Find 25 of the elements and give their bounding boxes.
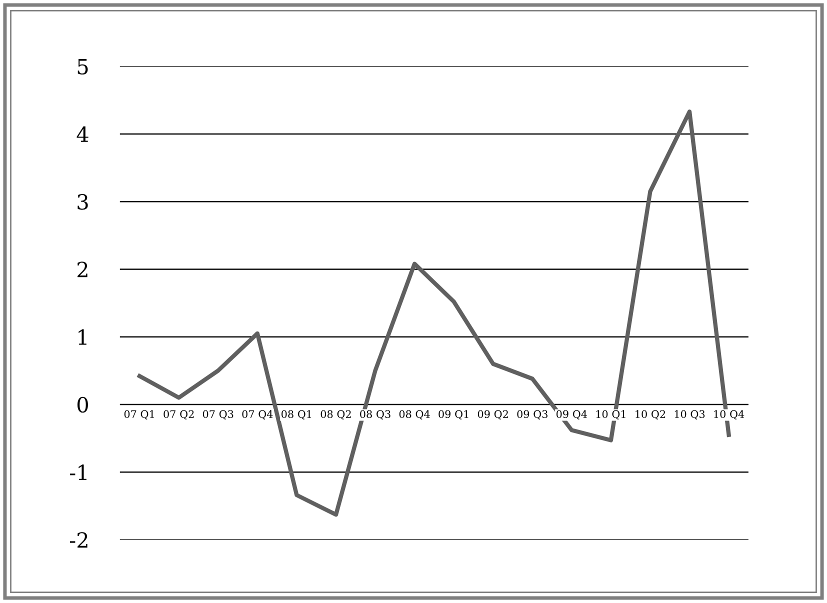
y-tick-label: 2 xyxy=(78,262,88,278)
x-tick-label: 08 Q2 xyxy=(320,410,351,420)
y-tick-label: 3 xyxy=(78,194,88,210)
x-tick-label: 09 Q3 xyxy=(517,410,548,420)
x-tick-label: 07 Q3 xyxy=(202,410,234,420)
x-tick-label: 07 Q1 xyxy=(124,410,154,420)
x-tick-label: 08 Q4 xyxy=(399,410,430,420)
x-tick-label: 07 Q2 xyxy=(164,410,194,420)
x-tick-label: 10 Q3 xyxy=(674,410,705,420)
line-series xyxy=(137,110,731,517)
x-tick-label: 08 Q3 xyxy=(360,410,390,420)
x-tick-label: 10 Q2 xyxy=(636,410,666,420)
x-tick-label: 10 Q1 xyxy=(596,410,626,420)
x-tick-label: 08 Q1 xyxy=(282,410,312,420)
y-tick-label: 1 xyxy=(78,329,86,345)
y-tick-label: 4 xyxy=(76,126,88,142)
y-tick-label: -1 xyxy=(70,464,86,480)
x-tick-label: 07 Q4 xyxy=(242,410,273,420)
x-tick-label: 09 Q1 xyxy=(438,410,468,420)
y-tick-label: -2 xyxy=(70,532,88,548)
x-tick-label: 10 Q4 xyxy=(714,410,744,420)
y-tick-label: 0 xyxy=(77,396,88,413)
y-tick-label: 5 xyxy=(78,59,88,75)
x-tick-label: 09 Q2 xyxy=(478,410,508,420)
x-tick-label: 09 Q4 xyxy=(556,410,588,420)
